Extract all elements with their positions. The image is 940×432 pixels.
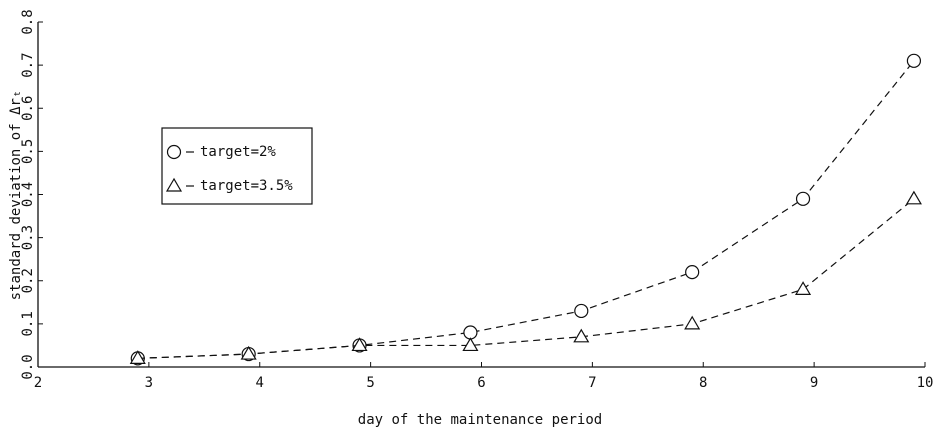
- y-tick-label: 0.6: [20, 96, 36, 121]
- triangle-marker: [165, 177, 183, 192]
- y-tick-label: 0.0: [20, 354, 36, 379]
- x-tick-label: 6: [477, 375, 485, 391]
- triangle-marker: [240, 345, 257, 360]
- circle-marker: [574, 303, 589, 319]
- x-axis-label: day of the maintenance period: [358, 412, 602, 428]
- x-tick-label: 10: [917, 375, 934, 391]
- circle-marker: [906, 53, 922, 68]
- triangle-marker: [351, 337, 368, 352]
- y-tick-label: 0.3: [20, 225, 36, 250]
- triangle-marker: [684, 315, 701, 330]
- triangle-marker: [905, 190, 922, 205]
- circle-marker: [795, 191, 811, 206]
- y-tick-label: 0.7: [20, 52, 36, 77]
- y-axis-label: standard deviation of Δrₜ: [8, 90, 24, 301]
- y-tick-label: 0.2: [20, 268, 36, 293]
- y-tick-label: 0.1: [20, 311, 36, 336]
- triangle-marker: [794, 281, 812, 295]
- series-line: [137, 198, 915, 359]
- circle-marker: [166, 144, 182, 160]
- x-tick-label: 7: [588, 375, 596, 391]
- y-tick-label: 0.5: [20, 139, 36, 164]
- x-tick-label: 2: [34, 375, 42, 391]
- legend-label: target=3.5%: [200, 178, 293, 194]
- x-tick-label: 8: [699, 375, 707, 391]
- triangle-marker: [573, 328, 590, 343]
- circle-marker: [685, 265, 700, 280]
- x-tick-label: 4: [256, 375, 264, 391]
- circle-marker: [463, 325, 478, 340]
- x-tick-label: 3: [145, 375, 153, 391]
- triangle-marker: [129, 350, 146, 364]
- y-tick-label: 0.4: [20, 182, 36, 207]
- x-tick-label: 5: [366, 375, 374, 391]
- triangle-marker: [462, 337, 479, 352]
- legend-label: target=2%: [200, 144, 276, 160]
- series-line: [137, 60, 915, 359]
- legend-box: [161, 127, 313, 205]
- y-tick-label: 0.8: [20, 9, 36, 34]
- x-tick-label: 9: [810, 375, 818, 391]
